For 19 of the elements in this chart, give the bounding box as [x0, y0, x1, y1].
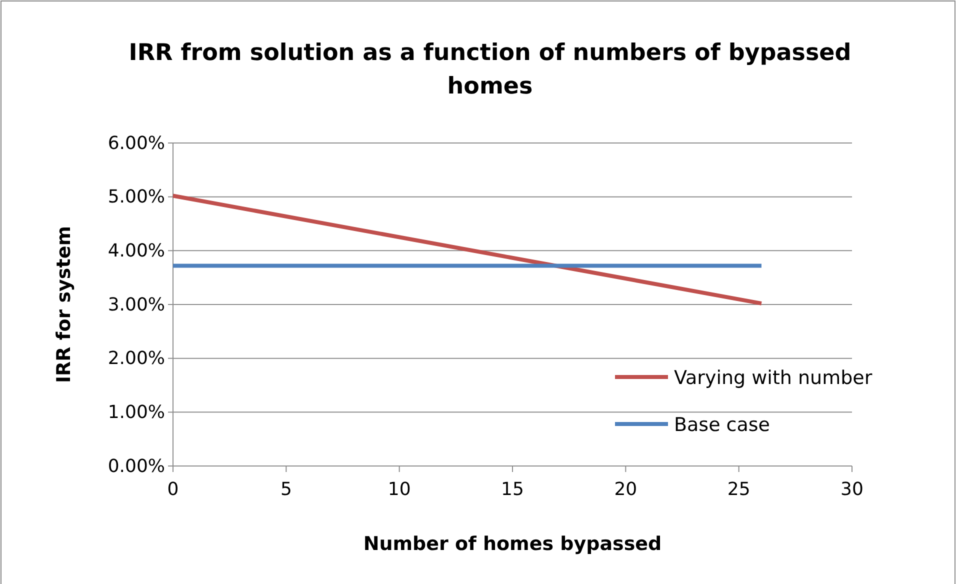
legend-label: Base case	[674, 414, 770, 436]
y-tick-label: 2.00%	[108, 348, 165, 370]
x-tick-label: 30	[840, 478, 864, 500]
x-tick-label: 20	[614, 478, 638, 500]
x-tick-label: 25	[727, 478, 750, 500]
y-tick-label: 6.00%	[108, 132, 165, 154]
y-tick-label: 0.00%	[108, 456, 165, 477]
y-tick-label: 3.00%	[108, 294, 165, 316]
x-axis-title: Number of homes bypassed	[363, 533, 662, 555]
x-tick-label: 5	[280, 478, 292, 500]
y-axis-title: IRR for system	[53, 226, 75, 384]
y-tick-label: 1.00%	[108, 402, 165, 423]
y-tick-label: 4.00%	[108, 240, 165, 262]
legend-label: Varying with number	[674, 367, 872, 389]
y-tick-label: 5.00%	[108, 186, 165, 208]
x-tick-label: 15	[501, 478, 524, 500]
x-tick-label: 10	[388, 478, 411, 500]
x-tick-label: 0	[167, 478, 179, 500]
chart-title: IRR from solution as a function of numbers of bypassed homes	[128, 40, 852, 100]
